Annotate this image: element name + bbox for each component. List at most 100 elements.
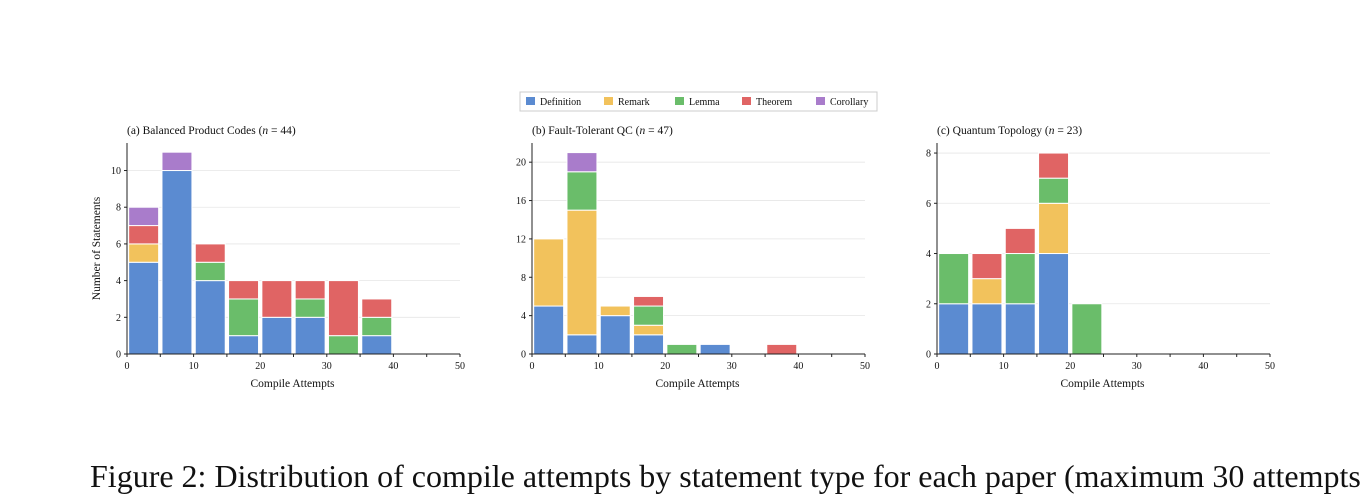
y-tick-label: 0 — [926, 350, 931, 361]
bar-segment-theorem — [971, 253, 1003, 280]
x-tick-label: 0 — [125, 361, 130, 372]
bar-segment-remark — [971, 278, 1003, 305]
legend-label-corollary: Corollary — [830, 97, 868, 108]
bar-segment-definition — [294, 316, 326, 355]
bar-segment-definition — [699, 343, 731, 355]
panel-title: (c) Quantum Topology (n = 23) — [937, 125, 1082, 137]
legend-frame — [519, 91, 878, 112]
bar-segment-corollary — [566, 152, 598, 173]
x-tick-label: 20 — [1065, 361, 1075, 372]
x-axis-label: Compile Attempts — [655, 378, 740, 390]
bar-segment-lemma — [327, 335, 359, 355]
bar-segment-theorem — [633, 295, 665, 307]
y-tick-label: 6 — [926, 199, 931, 210]
bar-segment-lemma — [633, 305, 665, 326]
bar-segment-corollary — [161, 151, 193, 172]
x-tick-label: 30 — [1132, 361, 1142, 372]
legend-label-theorem: Theorem — [756, 97, 792, 108]
bar-segment-lemma — [566, 171, 598, 211]
x-tick-label: 50 — [455, 361, 465, 372]
panel-title: (b) Fault-Tolerant QC (n = 47) — [532, 125, 673, 137]
bar-segment-theorem — [261, 280, 293, 318]
bar-segment-definition — [194, 280, 226, 355]
legend-swatch-theorem — [742, 97, 751, 105]
legend-swatch-remark — [604, 97, 613, 105]
x-tick-label: 30 — [727, 361, 737, 372]
legend-label-lemma: Lemma — [689, 97, 720, 108]
bar-segment-lemma — [1038, 177, 1070, 204]
y-tick-label: 12 — [516, 234, 526, 245]
bar-segment-corollary — [128, 206, 160, 227]
bar-segment-theorem — [294, 280, 326, 300]
x-tick-label: 10 — [189, 361, 199, 372]
bar-segment-theorem — [128, 225, 160, 245]
y-tick-label: 8 — [116, 203, 121, 214]
bar-segment-definition — [938, 303, 970, 355]
legend-swatch-lemma — [675, 97, 684, 105]
panel-title: (a) Balanced Product Codes (n = 44) — [127, 125, 296, 137]
bar-segment-definition — [1038, 253, 1070, 355]
y-tick-label: 2 — [116, 313, 121, 324]
bar-segment-definition — [533, 305, 565, 355]
bar-segment-remark — [566, 209, 598, 336]
legend-label-remark: Remark — [618, 97, 650, 108]
y-tick-label: 8 — [521, 273, 526, 284]
bar-segment-definition — [161, 170, 193, 355]
figure: Definition Remark Lemma Theorem Corollary 0 10… — [91, 91, 1275, 390]
bar-segment-definition — [228, 335, 260, 355]
bar-segment-theorem — [1004, 227, 1036, 255]
bar-segment-theorem — [1038, 152, 1070, 179]
bar-segment-theorem — [194, 243, 226, 263]
bar-segment-remark — [128, 243, 160, 263]
legend-swatch-definition — [526, 97, 535, 105]
bar-segment-definition — [128, 261, 160, 355]
bar-segment-definition — [261, 316, 293, 355]
bar-segment-lemma — [194, 261, 226, 282]
figure-caption: Figure 2: Distribution of compile attemp… — [90, 458, 1361, 494]
y-tick-label: 20 — [516, 158, 526, 169]
x-tick-label: 0 — [935, 361, 940, 372]
bar-segment-lemma — [228, 298, 260, 337]
y-tick-label: 0 — [521, 350, 526, 361]
legend-swatch-corollary — [816, 97, 825, 105]
x-tick-label: 20 — [660, 361, 670, 372]
bar-segment-definition — [566, 334, 598, 355]
bar-segment-remark — [1038, 202, 1070, 255]
y-tick-label: 6 — [116, 239, 121, 250]
x-tick-label: 40 — [1198, 361, 1208, 372]
y-tick-label: 10 — [111, 166, 121, 177]
bar-segment-lemma — [1004, 253, 1036, 305]
bar-segment-remark — [533, 238, 565, 307]
y-tick-label: 4 — [926, 249, 931, 260]
x-tick-label: 10 — [594, 361, 604, 372]
legend: Definition Remark Lemma Theorem Corollary — [519, 91, 878, 112]
bar-segment-theorem — [766, 343, 798, 355]
x-tick-label: 0 — [530, 361, 535, 372]
chart-panel-3: 0 10 20 30 40 50 0 2 4 6 8 Compile Attempts (c) Quan… — [926, 125, 1275, 390]
bar-segment-definition — [599, 315, 631, 355]
x-axis-label: Compile Attempts — [250, 378, 335, 390]
y-tick-label: 4 — [116, 276, 121, 287]
bar-segment-lemma — [361, 316, 393, 337]
x-tick-label: 30 — [322, 361, 332, 372]
x-tick-label: 10 — [999, 361, 1009, 372]
x-axis-label: Compile Attempts — [1060, 378, 1145, 390]
bar-segment-lemma — [666, 343, 698, 355]
y-tick-label: 8 — [926, 149, 931, 160]
y-tick-label: 2 — [926, 299, 931, 310]
y-tick-label: 16 — [516, 196, 526, 207]
y-tick-label: 4 — [521, 311, 526, 322]
bar-segment-definition — [361, 335, 393, 355]
bar-segment-lemma — [938, 253, 970, 305]
bar-segment-definition — [633, 334, 665, 355]
bar-segment-theorem — [361, 298, 393, 318]
x-tick-label: 40 — [388, 361, 398, 372]
bar-segment-remark — [633, 324, 665, 336]
y-axis-label: Number of Statements — [91, 196, 103, 300]
bar-segment-remark — [599, 305, 631, 317]
bar-segment-theorem — [327, 280, 359, 337]
x-tick-label: 50 — [860, 361, 870, 372]
legend-label-definition: Definition — [540, 97, 581, 108]
bar-segment-lemma — [294, 298, 326, 318]
bar-segment-lemma — [1071, 303, 1103, 355]
